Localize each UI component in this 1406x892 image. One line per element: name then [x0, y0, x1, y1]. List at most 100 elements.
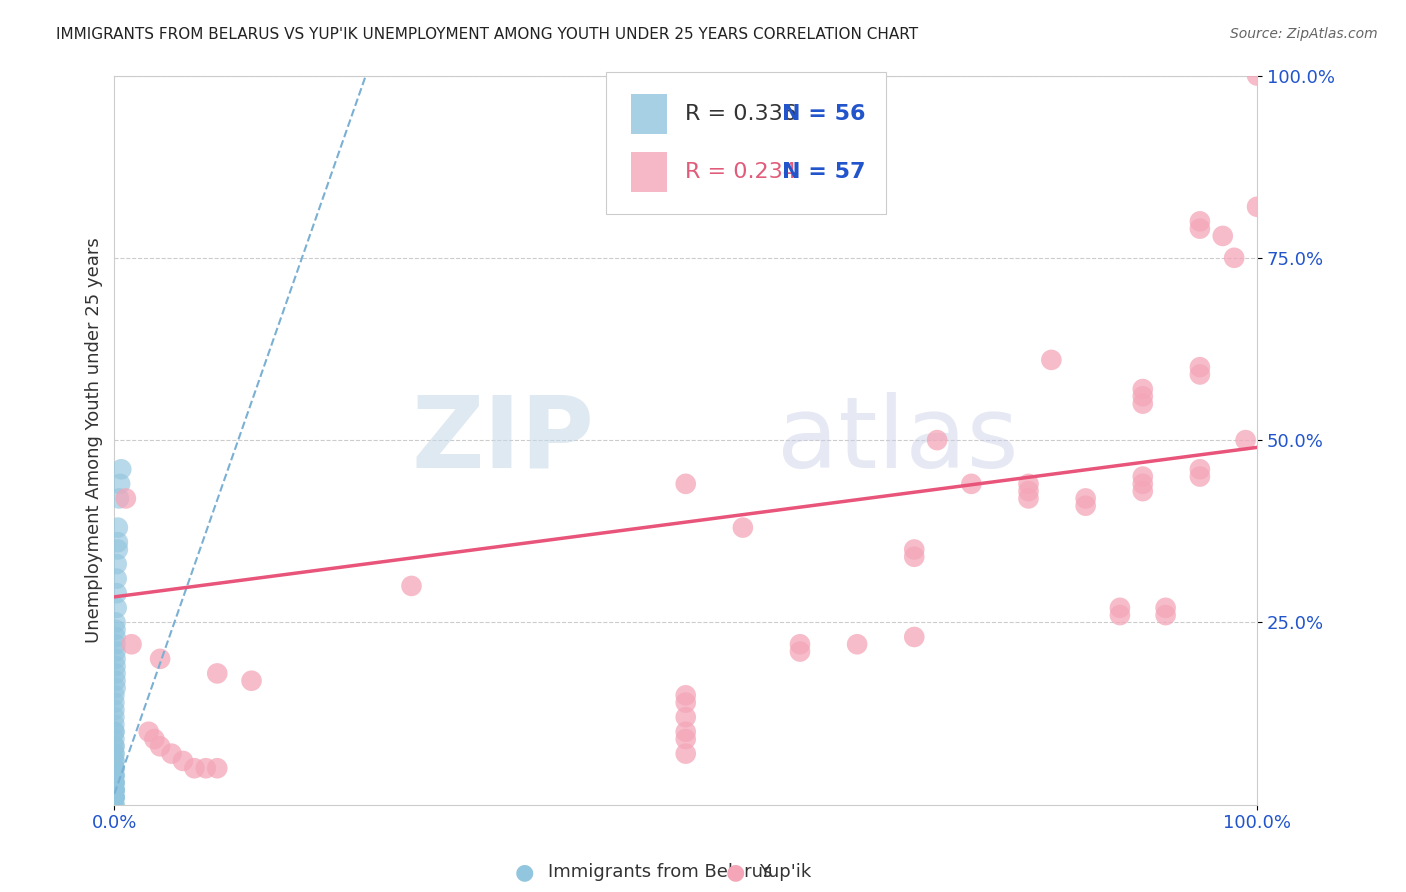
Point: [103, 739, 125, 754]
Point: [103, 754, 125, 768]
Point: [1188, 360, 1211, 375]
Point: [1188, 469, 1211, 483]
Point: [104, 673, 127, 688]
Point: [149, 652, 172, 666]
Point: [103, 797, 125, 812]
Point: [927, 433, 949, 447]
Point: [103, 703, 125, 717]
Point: [103, 717, 125, 731]
Point: [103, 696, 125, 710]
Point: [107, 520, 129, 534]
Point: [103, 790, 125, 805]
Point: [103, 790, 125, 805]
Text: ●: ●: [725, 863, 745, 882]
Point: [104, 659, 127, 673]
Point: [103, 783, 125, 797]
Point: [104, 623, 127, 637]
Point: [107, 542, 129, 557]
Point: [960, 476, 983, 491]
Point: [108, 476, 131, 491]
Point: [160, 747, 183, 761]
Point: [1188, 368, 1211, 382]
Point: [675, 710, 697, 724]
Point: [183, 761, 205, 775]
Point: [675, 747, 697, 761]
Point: [1018, 476, 1040, 491]
Point: [789, 637, 811, 651]
Point: [207, 666, 229, 681]
Point: [107, 535, 129, 549]
Bar: [631, 152, 668, 192]
FancyBboxPatch shape: [606, 72, 886, 214]
Point: [1132, 382, 1154, 396]
Point: [675, 688, 697, 702]
Point: [105, 586, 128, 600]
Point: [103, 724, 125, 739]
Text: N = 56: N = 56: [782, 103, 865, 124]
Point: [1132, 476, 1154, 491]
Point: [789, 644, 811, 658]
Point: [1223, 251, 1246, 265]
Point: [103, 797, 125, 812]
Y-axis label: Unemployment Among Youth under 25 years: Unemployment Among Youth under 25 years: [86, 237, 103, 643]
Point: [103, 783, 125, 797]
Text: atlas: atlas: [778, 392, 1019, 489]
Point: [675, 696, 697, 710]
Point: [149, 739, 172, 754]
Point: [115, 491, 138, 506]
Point: [1074, 499, 1097, 513]
Point: [103, 754, 125, 768]
Point: [103, 790, 125, 805]
Text: N = 57: N = 57: [782, 162, 865, 182]
Point: [1246, 200, 1268, 214]
Point: [103, 724, 125, 739]
Point: [143, 732, 166, 747]
Text: Source: ZipAtlas.com: Source: ZipAtlas.com: [1230, 27, 1378, 41]
Point: [104, 666, 127, 681]
Point: [103, 768, 125, 782]
Text: R = 0.234: R = 0.234: [685, 162, 796, 182]
Point: [103, 790, 125, 805]
Text: Immigrants from Belarus: Immigrants from Belarus: [548, 863, 773, 881]
Point: [194, 761, 217, 775]
Point: [1040, 352, 1063, 367]
Point: [401, 579, 423, 593]
Point: [103, 739, 125, 754]
Point: [903, 630, 925, 644]
Point: [1234, 433, 1257, 447]
Point: [103, 768, 125, 782]
Point: [103, 783, 125, 797]
Point: [103, 747, 125, 761]
Text: ●: ●: [515, 863, 534, 882]
Point: [1018, 484, 1040, 499]
Point: [103, 768, 125, 782]
Text: IMMIGRANTS FROM BELARUS VS YUP'IK UNEMPLOYMENT AMONG YOUTH UNDER 25 YEARS CORREL: IMMIGRANTS FROM BELARUS VS YUP'IK UNEMPL…: [56, 27, 918, 42]
Point: [105, 600, 128, 615]
Point: [103, 747, 125, 761]
Point: [104, 630, 127, 644]
Text: R = 0.336: R = 0.336: [685, 103, 796, 124]
Bar: [631, 94, 668, 134]
Point: [121, 637, 143, 651]
Point: [103, 776, 125, 790]
Point: [103, 761, 125, 775]
Point: [1188, 214, 1211, 228]
Point: [103, 732, 125, 747]
Point: [103, 761, 125, 775]
Point: [1109, 600, 1132, 615]
Point: [1154, 600, 1177, 615]
Point: [104, 644, 127, 658]
Point: [103, 688, 125, 702]
Point: [110, 462, 132, 476]
Point: [675, 476, 697, 491]
Point: [1188, 462, 1211, 476]
Point: [103, 783, 125, 797]
Point: [1132, 389, 1154, 403]
Point: [103, 783, 125, 797]
Point: [105, 572, 128, 586]
Point: [1018, 491, 1040, 506]
Point: [903, 549, 925, 564]
Point: [104, 652, 127, 666]
Point: [103, 776, 125, 790]
Point: [103, 790, 125, 805]
